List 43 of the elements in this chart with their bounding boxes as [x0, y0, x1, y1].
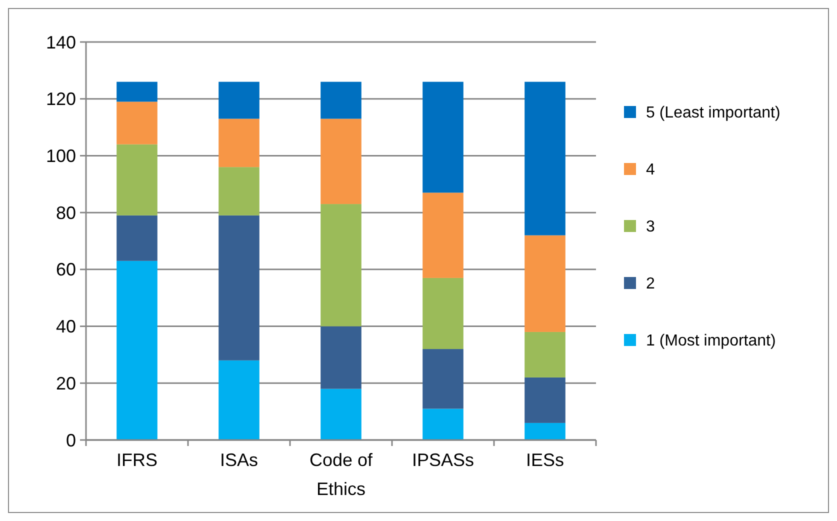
bar	[218, 215, 260, 360]
bar	[524, 235, 566, 332]
bar	[422, 278, 464, 350]
legend-label: 1 (Most important)	[646, 332, 776, 350]
bar	[320, 326, 362, 389]
bar	[422, 192, 464, 278]
legend-label: 4	[646, 162, 655, 179]
bar	[320, 388, 362, 440]
bar	[524, 377, 566, 423]
x-tick-label: IESs	[526, 450, 564, 470]
x-tick-label: IPSASs	[412, 450, 474, 470]
bar	[116, 82, 158, 102]
bar	[218, 82, 260, 119]
bar	[116, 260, 158, 440]
y-tick-label: 20	[56, 373, 76, 394]
bar	[218, 167, 260, 216]
bar	[116, 144, 158, 216]
legend-label: 2	[646, 276, 655, 293]
bar	[422, 82, 464, 193]
bar	[524, 332, 566, 378]
y-tick-label: 120	[46, 89, 76, 110]
bar	[116, 215, 158, 261]
y-tick-label: 100	[46, 146, 76, 166]
bar	[320, 204, 362, 326]
bar	[218, 118, 260, 168]
x-tick-label: IFRS	[116, 450, 158, 470]
legend-label: 3	[646, 218, 655, 236]
y-tick-label: 40	[56, 316, 76, 337]
y-tick-label: 0	[66, 430, 76, 450]
x-tick-label: Code of Ethics	[309, 450, 374, 499]
y-tick-label: 80	[56, 202, 76, 223]
bar	[320, 118, 362, 204]
legend-label: 5 (Least important)	[646, 104, 780, 122]
y-tick-label: 140	[46, 32, 76, 52]
bar	[320, 82, 362, 119]
y-tick-label: 60	[56, 260, 76, 280]
bar	[524, 422, 566, 440]
bar	[218, 360, 260, 440]
bar	[116, 102, 158, 144]
x-tick-label: ISAs	[220, 450, 258, 470]
bar	[422, 349, 464, 409]
bar	[422, 408, 464, 440]
bar	[524, 82, 566, 236]
